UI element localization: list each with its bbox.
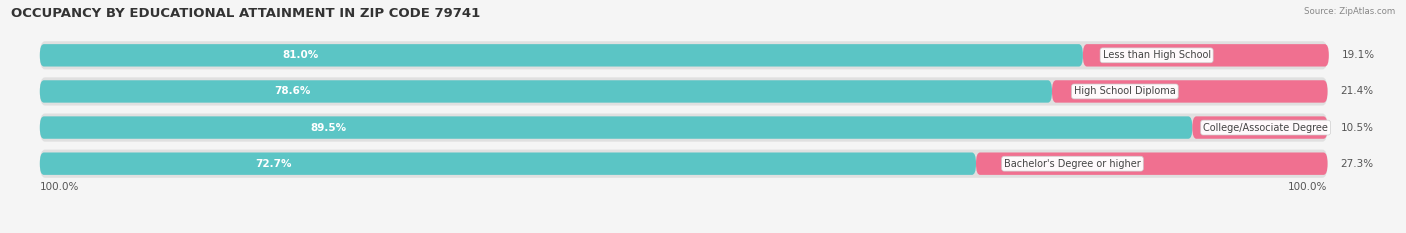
- Text: 27.3%: 27.3%: [1340, 159, 1374, 169]
- Text: Bachelor's Degree or higher: Bachelor's Degree or higher: [1004, 159, 1140, 169]
- Text: 81.0%: 81.0%: [283, 50, 319, 60]
- Text: 100.0%: 100.0%: [39, 182, 79, 192]
- Text: 10.5%: 10.5%: [1340, 123, 1374, 133]
- FancyBboxPatch shape: [39, 113, 1327, 142]
- FancyBboxPatch shape: [39, 77, 1327, 106]
- FancyBboxPatch shape: [39, 152, 976, 175]
- FancyBboxPatch shape: [39, 80, 1052, 103]
- FancyBboxPatch shape: [39, 150, 1327, 178]
- Text: 78.6%: 78.6%: [274, 86, 311, 96]
- FancyBboxPatch shape: [976, 152, 1327, 175]
- FancyBboxPatch shape: [1192, 116, 1327, 139]
- Text: College/Associate Degree: College/Associate Degree: [1204, 123, 1329, 133]
- Text: High School Diploma: High School Diploma: [1074, 86, 1175, 96]
- Text: 21.4%: 21.4%: [1340, 86, 1374, 96]
- FancyBboxPatch shape: [1052, 80, 1327, 103]
- Text: Less than High School: Less than High School: [1102, 50, 1211, 60]
- Text: OCCUPANCY BY EDUCATIONAL ATTAINMENT IN ZIP CODE 79741: OCCUPANCY BY EDUCATIONAL ATTAINMENT IN Z…: [11, 7, 481, 20]
- Text: 19.1%: 19.1%: [1341, 50, 1375, 60]
- Text: 100.0%: 100.0%: [1288, 182, 1327, 192]
- FancyBboxPatch shape: [1083, 44, 1329, 67]
- Text: 72.7%: 72.7%: [256, 159, 292, 169]
- Text: Source: ZipAtlas.com: Source: ZipAtlas.com: [1303, 7, 1395, 16]
- FancyBboxPatch shape: [39, 116, 1192, 139]
- FancyBboxPatch shape: [39, 44, 1083, 67]
- Text: 89.5%: 89.5%: [309, 123, 346, 133]
- FancyBboxPatch shape: [39, 41, 1327, 69]
